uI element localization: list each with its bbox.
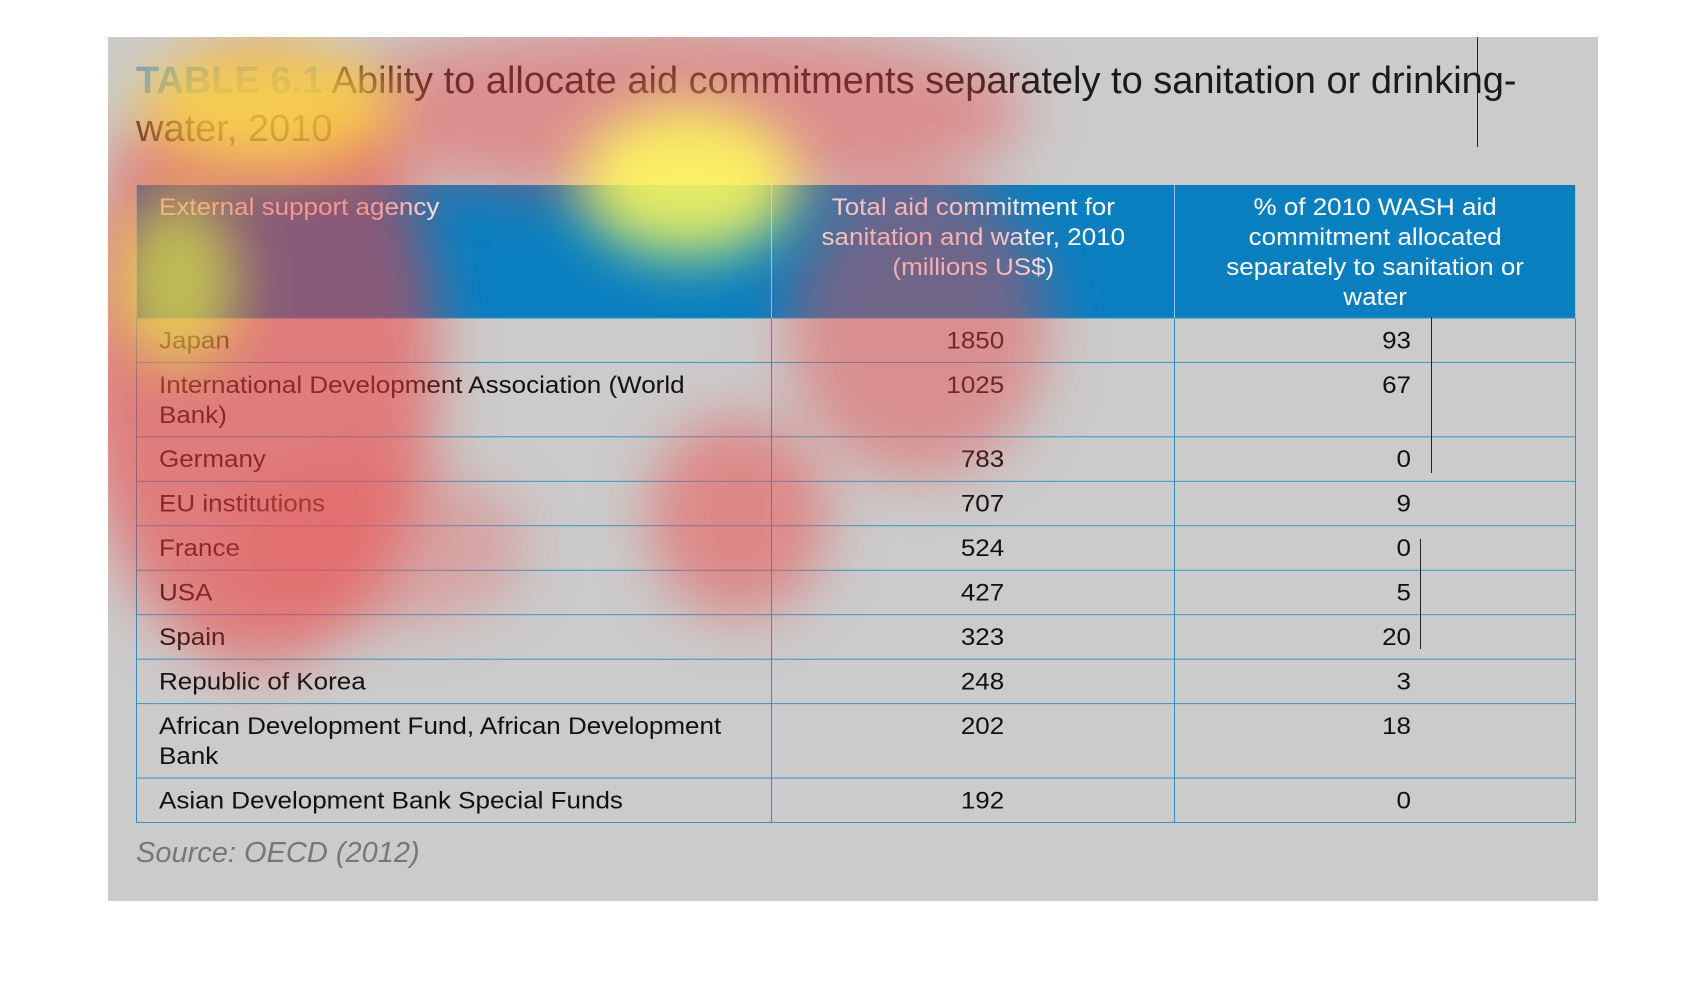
cursor-mark (1477, 37, 1478, 147)
table-row: Republic of Korea 248 3 (135, 658, 1576, 705)
pct-cell: 93 (1174, 317, 1576, 363)
table-title-text: Ability to allocate aid commitments sepa… (136, 60, 1517, 150)
table-title: TABLE 6.1 Ability to allocate aid commit… (136, 57, 1576, 153)
header-percent-allocated: % of 2010 WASH aid commitment allocated … (1174, 185, 1576, 318)
table-row: Asian Development Bank Special Funds 192… (135, 777, 1576, 823)
total-cell: 427 (771, 569, 1176, 616)
pct-cell: 3 (1174, 658, 1576, 705)
table-row: African Development Fund, African Develo… (135, 703, 1576, 779)
pct-cell: 9 (1174, 480, 1576, 527)
pct-cell: 20 (1174, 614, 1576, 660)
agency-cell: Asian Development Bank Special Funds (135, 777, 773, 823)
agency-cell: Republic of Korea (135, 658, 773, 705)
pct-cell: 67 (1174, 361, 1576, 438)
aid-commitments-table: External support agency Total aid commit… (135, 185, 1576, 823)
table-number-label: TABLE 6.1 (136, 60, 324, 102)
agency-cell: USA (135, 569, 773, 616)
total-cell: 192 (771, 777, 1176, 823)
table-row: USA 427 5 (135, 569, 1576, 616)
cursor-mark (1431, 317, 1432, 473)
header-agency: External support agency (135, 185, 773, 318)
header-total-commitment: Total aid commitment for sanitation and … (771, 185, 1176, 318)
agency-cell: Germany (135, 436, 773, 482)
table-panel: TABLE 6.1 Ability to allocate aid commit… (108, 37, 1598, 901)
table-row: Japan 1850 93 (135, 317, 1576, 363)
table-row: EU institutions 707 9 (135, 480, 1576, 527)
table-row: France 524 0 (135, 525, 1576, 571)
agency-cell: International Development Association (W… (135, 361, 773, 438)
total-cell: 202 (771, 703, 1176, 779)
table-row: Germany 783 0 (135, 436, 1576, 482)
pct-cell: 0 (1174, 525, 1576, 571)
cursor-mark (1420, 539, 1421, 649)
total-cell: 248 (771, 658, 1176, 705)
agency-cell: Japan (135, 317, 773, 363)
pct-cell: 5 (1174, 569, 1576, 616)
pct-cell: 0 (1174, 777, 1576, 823)
total-cell: 323 (771, 614, 1176, 660)
agency-cell: Spain (135, 614, 773, 660)
total-cell: 524 (771, 525, 1176, 571)
total-cell: 1850 (771, 317, 1176, 363)
table-row: Spain 323 20 (135, 614, 1576, 660)
agency-cell: France (135, 525, 773, 571)
total-cell: 783 (771, 436, 1176, 482)
total-cell: 1025 (771, 361, 1176, 438)
table-row: International Development Association (W… (135, 361, 1576, 438)
table-header-row: External support agency Total aid commit… (135, 185, 1576, 318)
agency-cell: African Development Fund, African Develo… (135, 703, 773, 779)
total-cell: 707 (771, 480, 1176, 527)
pct-cell: 18 (1174, 703, 1576, 779)
source-note: Source: OECD (2012) (136, 837, 420, 869)
agency-cell: EU institutions (135, 480, 773, 527)
pct-cell: 0 (1174, 436, 1576, 482)
